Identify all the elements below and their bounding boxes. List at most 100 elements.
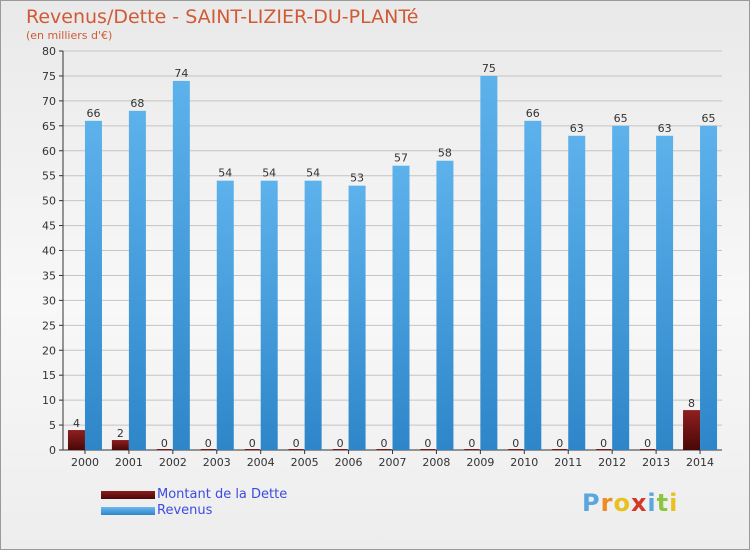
x-tick-label: 2014 [686, 456, 714, 469]
revenus-bar [436, 160, 454, 450]
revenus-bar [172, 80, 190, 451]
x-tick-label: 2000 [71, 456, 99, 469]
x-tick-label: 2004 [247, 456, 275, 469]
dette-bar [683, 410, 701, 450]
legend-label-dette: Montant de la Dette [157, 487, 288, 502]
revenus-value-label: 66 [86, 107, 100, 120]
y-tick-label: 40 [42, 245, 56, 258]
revenus-value-label: 65 [614, 112, 628, 125]
dette-value-label: 0 [600, 437, 607, 450]
chart-subtitle: (en milliers d'€) [26, 29, 113, 42]
revenus-bar [700, 125, 718, 450]
dette-bar-zero [156, 449, 172, 450]
dette-bar-zero [464, 449, 480, 450]
revenus-bar [128, 110, 146, 450]
revenus-value-label: 54 [218, 167, 232, 180]
dette-bar-zero [640, 449, 656, 450]
y-tick-label: 5 [49, 419, 56, 432]
dette-value-label: 4 [73, 417, 80, 430]
y-tick-label: 25 [42, 319, 56, 332]
dette-value-label: 0 [205, 437, 212, 450]
legend-swatch-revenus [101, 507, 155, 515]
revenus-value-label: 66 [526, 107, 540, 120]
revenus-bar [260, 180, 278, 451]
revenus-bar [568, 135, 586, 450]
dette-bar [111, 440, 129, 450]
dette-value-label: 0 [468, 437, 475, 450]
x-tick-label: 2010 [510, 456, 538, 469]
y-tick-label: 75 [42, 70, 56, 83]
logo-letter: x [630, 489, 648, 517]
logo-letter: i [647, 489, 657, 517]
y-tick-label: 35 [42, 269, 56, 282]
dette-value-label: 0 [512, 437, 519, 450]
dette-bar-zero [244, 449, 260, 450]
dette-value-label: 2 [117, 427, 124, 440]
dette-bar-zero [508, 449, 524, 450]
y-tick-label: 55 [42, 170, 56, 183]
revenus-value-label: 57 [394, 152, 408, 165]
dette-value-label: 0 [556, 437, 563, 450]
chart-title: Revenus/Dette - SAINT-LIZIER-DU-PLANTé [26, 6, 419, 28]
revenus-value-label: 53 [350, 172, 364, 185]
logo-letter: P [582, 489, 601, 517]
x-tick-label: 2009 [466, 456, 494, 469]
x-tick-label: 2011 [554, 456, 582, 469]
revenus-bar [304, 180, 322, 451]
dette-bar-zero [420, 449, 436, 450]
y-tick-label: 45 [42, 220, 56, 233]
y-tick-label: 80 [42, 45, 56, 58]
proxiti-logo: Proxiti [582, 489, 678, 517]
dette-value-label: 0 [381, 437, 388, 450]
dette-bar-zero [200, 449, 216, 450]
logo-letter: r [600, 489, 614, 517]
revenus-value-label: 54 [306, 167, 320, 180]
revenus-bar [216, 180, 234, 451]
revenus-bar [348, 185, 366, 450]
logo-letter: t [656, 489, 670, 517]
revenus-bar [656, 135, 674, 450]
dette-value-label: 8 [688, 397, 695, 410]
x-tick-label: 2003 [203, 456, 231, 469]
revenus-bar [480, 75, 498, 450]
dette-value-label: 0 [293, 437, 300, 450]
dette-bar-zero [332, 449, 348, 450]
revenus-bar [392, 165, 410, 450]
x-tick-label: 2002 [159, 456, 187, 469]
x-tick-label: 2007 [379, 456, 407, 469]
revenus-value-label: 63 [658, 122, 672, 135]
logo-letter: i [669, 489, 679, 517]
x-tick-label: 2006 [335, 456, 363, 469]
x-tick-label: 2013 [642, 456, 670, 469]
legend-swatch-dette [101, 491, 155, 499]
x-tick-label: 2012 [598, 456, 626, 469]
dette-bar-zero [596, 449, 612, 450]
dette-bar-zero [552, 449, 568, 450]
revenus-bar [84, 120, 102, 450]
y-tick-label: 65 [42, 120, 56, 133]
y-tick-label: 20 [42, 344, 56, 357]
dette-bar [67, 430, 85, 450]
y-tick-label: 30 [42, 294, 56, 307]
revenus-value-label: 74 [174, 67, 188, 80]
x-tick-label: 2008 [422, 456, 450, 469]
y-tick-label: 15 [42, 369, 56, 382]
revenus-value-label: 63 [570, 122, 584, 135]
revenus-value-label: 68 [130, 97, 144, 110]
revenus-value-label: 54 [262, 167, 276, 180]
x-tick-label: 2001 [115, 456, 143, 469]
dette-value-label: 0 [337, 437, 344, 450]
y-tick-label: 0 [49, 444, 56, 457]
y-tick-label: 50 [42, 195, 56, 208]
dette-value-label: 0 [424, 437, 431, 450]
legend-label-revenus: Revenus [157, 503, 213, 518]
dette-bar-zero [376, 449, 392, 450]
revenus-bar [524, 120, 542, 450]
y-tick-label: 10 [42, 394, 56, 407]
y-tick-label: 60 [42, 145, 56, 158]
revenus-value-label: 58 [438, 147, 452, 160]
logo-letter: o [613, 489, 631, 517]
revenus-value-label: 65 [702, 112, 716, 125]
